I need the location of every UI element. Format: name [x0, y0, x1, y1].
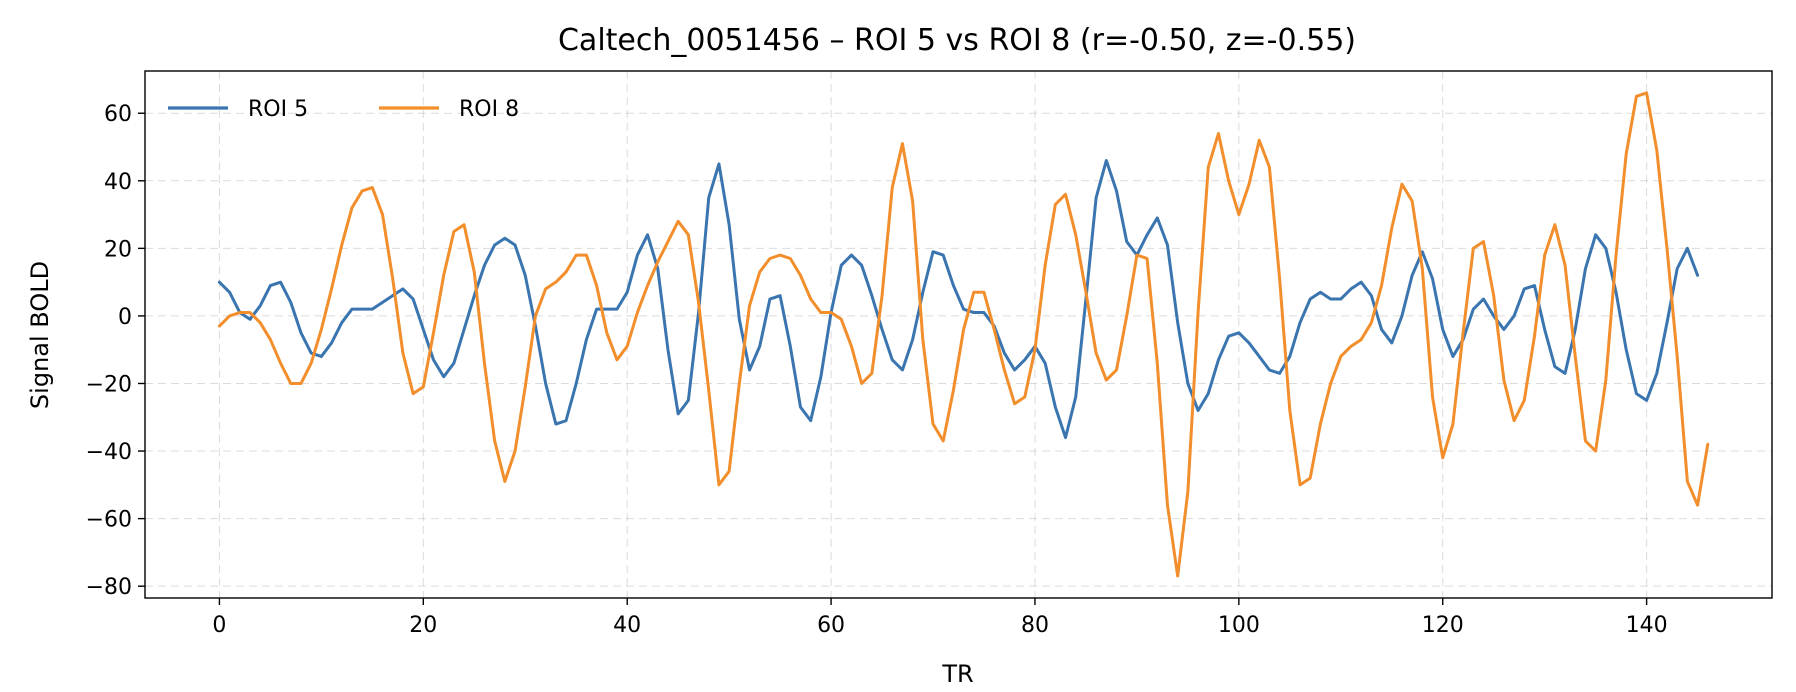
legend: ROI 5 ROI 8	[168, 97, 519, 122]
y-tick-label: 0	[118, 305, 132, 330]
y-tick-label: −40	[86, 440, 132, 465]
y-axis-label: Signal BOLD	[26, 261, 54, 409]
series-lines	[217, 91, 1710, 578]
legend-label-roi8: ROI 8	[459, 97, 519, 122]
y-tick-label: −80	[86, 575, 132, 600]
legend-label-roi5: ROI 5	[248, 97, 308, 122]
grid-lines	[145, 71, 1772, 598]
axis-ticks: 0 20 40 60 80 100 120 140 −80 −60 −40 −20 0 20 40 60	[86, 102, 1668, 638]
x-tick-label: 0	[212, 613, 226, 638]
chart-title: Caltech_0051456 – ROI 5 vs ROI 8 (r=-0.5…	[558, 23, 1356, 58]
x-axis-label: TR	[941, 660, 973, 688]
series-line-roi8	[217, 91, 1710, 578]
x-tick-label: 20	[409, 613, 437, 638]
x-tick-label: 140	[1626, 613, 1668, 638]
y-tick-label: −60	[86, 508, 132, 533]
y-tick-label: 60	[104, 102, 132, 127]
series-line-roi5	[217, 159, 1700, 440]
x-tick-label: 100	[1218, 613, 1260, 638]
y-tick-label: 20	[104, 237, 132, 262]
x-tick-label: 40	[613, 613, 641, 638]
y-tick-label: −20	[86, 372, 132, 397]
x-tick-label: 120	[1422, 613, 1464, 638]
y-tick-label: 40	[104, 170, 132, 195]
x-tick-label: 60	[817, 613, 845, 638]
x-tick-label: 80	[1021, 613, 1049, 638]
plot-frame	[144, 70, 1773, 599]
